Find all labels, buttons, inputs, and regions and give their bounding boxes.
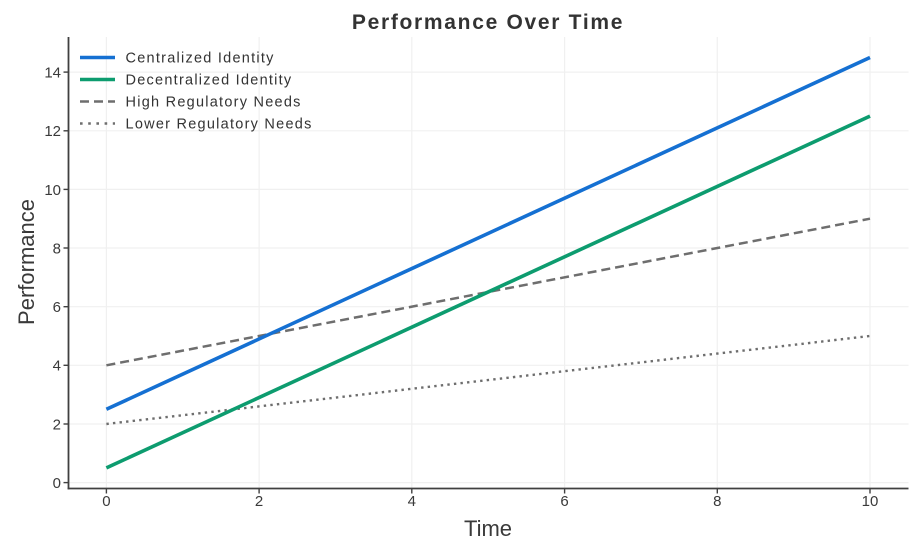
svg-text:12: 12 (44, 123, 61, 140)
svg-text:14: 14 (44, 65, 61, 82)
svg-text:Centralized Identity: Centralized Identity (126, 51, 275, 67)
svg-text:Lower Regulatory Needs: Lower Regulatory Needs (126, 117, 313, 133)
svg-text:2: 2 (255, 493, 263, 510)
svg-text:Decentralized Identity: Decentralized Identity (126, 73, 293, 89)
svg-text:10: 10 (862, 493, 879, 510)
svg-text:6: 6 (53, 299, 61, 316)
svg-text:4: 4 (408, 493, 416, 510)
svg-text:High Regulatory Needs: High Regulatory Needs (126, 95, 302, 111)
svg-text:0: 0 (102, 493, 110, 510)
svg-text:4: 4 (53, 358, 61, 375)
svg-text:Time: Time (464, 516, 512, 541)
svg-text:6: 6 (560, 493, 568, 510)
svg-text:Performance: Performance (14, 199, 39, 325)
svg-text:8: 8 (53, 240, 61, 257)
svg-text:2: 2 (53, 416, 61, 433)
svg-text:0: 0 (53, 475, 61, 492)
svg-text:Performance Over Time: Performance Over Time (352, 11, 624, 34)
svg-text:8: 8 (713, 493, 721, 510)
svg-text:10: 10 (44, 182, 61, 199)
